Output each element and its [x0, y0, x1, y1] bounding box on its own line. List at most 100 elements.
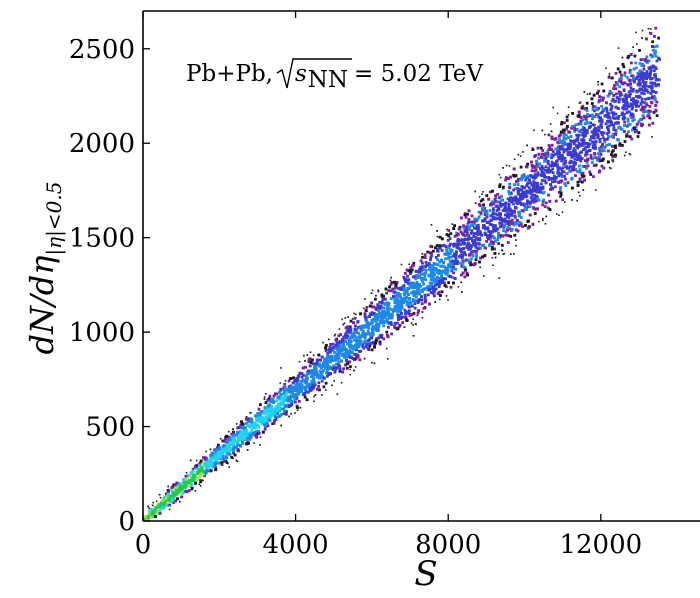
scatter-point — [527, 181, 530, 185]
scatter-point — [497, 216, 501, 220]
scatter-point — [382, 324, 386, 328]
scatter-point — [563, 156, 567, 160]
scatter-point — [509, 234, 512, 238]
scatter-point — [315, 362, 319, 365]
scatter-point — [598, 116, 602, 120]
scatter-point — [565, 172, 569, 175]
scatter-point — [235, 445, 238, 449]
scatter-point — [438, 244, 442, 248]
scatter-point — [389, 297, 393, 301]
scatter-point — [434, 287, 438, 291]
scatter-point — [386, 307, 389, 311]
scatter-point — [416, 288, 420, 291]
scatter-point — [372, 328, 375, 331]
scatter-point — [633, 127, 636, 130]
scatter-point — [443, 281, 446, 285]
scatter-point — [250, 418, 254, 421]
scatter-point — [621, 144, 624, 147]
scatter-point — [518, 220, 522, 224]
scatter-point — [623, 130, 626, 133]
scatter-point — [298, 360, 301, 363]
scatter-point — [188, 484, 192, 487]
scatter-point — [460, 250, 463, 254]
scatter-point — [632, 46, 634, 48]
scatter-point — [446, 228, 448, 231]
scatter-point — [380, 335, 383, 339]
scatter-point — [623, 71, 627, 75]
scatter-point — [550, 148, 553, 151]
scatter-point — [295, 396, 299, 400]
scatter-point — [293, 397, 297, 401]
scatter-point — [236, 431, 240, 435]
scatter-point — [242, 432, 245, 436]
scatter-point — [428, 281, 432, 285]
scatter-point — [349, 356, 352, 359]
scatter-point — [609, 108, 613, 112]
scatter-point — [333, 358, 337, 362]
scatter-point — [400, 263, 403, 266]
scatter-point — [650, 89, 654, 93]
scatter-point — [314, 369, 318, 373]
scatter-point — [491, 207, 495, 210]
scatter-point — [544, 223, 547, 225]
scatter-point — [334, 333, 337, 336]
scatter-point — [579, 119, 583, 123]
scatter-point — [393, 322, 397, 326]
scatter-point — [531, 148, 535, 151]
scatter-point — [303, 378, 306, 382]
scatter-point — [195, 477, 199, 481]
scatter-point — [299, 380, 303, 384]
scatter-point — [430, 254, 433, 258]
scatter-point — [320, 379, 324, 383]
scatter-point — [465, 271, 469, 275]
scatter-point — [338, 367, 342, 371]
scatter-point — [421, 311, 424, 313]
scatter-point — [386, 309, 389, 312]
scatter-point — [567, 136, 570, 139]
scatter-point — [164, 500, 168, 504]
scatter-point — [515, 244, 517, 247]
scatter-point — [345, 350, 348, 353]
scatter-point — [380, 295, 384, 299]
scatter-point — [322, 369, 325, 372]
scatter-point — [561, 153, 564, 157]
scatter-point — [356, 320, 359, 324]
scatter-point — [203, 474, 206, 478]
scatter-point — [406, 287, 410, 290]
scatter-point — [324, 344, 328, 347]
scatter-point — [543, 168, 547, 172]
scatter-point — [566, 181, 570, 185]
scatter-point — [370, 292, 373, 294]
scatter-point — [246, 434, 250, 438]
scatter-point — [474, 202, 477, 204]
scatter-point — [300, 383, 304, 387]
scatter-point — [466, 244, 469, 248]
scatter-point — [620, 113, 624, 116]
scatter-point — [638, 62, 642, 65]
scatter-point — [494, 194, 497, 198]
scatter-point — [487, 197, 491, 201]
scatter-point — [524, 190, 528, 194]
scatter-point — [583, 132, 587, 136]
scatter-point — [421, 280, 425, 284]
scatter-point — [456, 242, 460, 246]
scatter-point — [643, 105, 647, 109]
scatter-point — [637, 83, 641, 87]
scatter-point — [399, 315, 403, 319]
scatter-point — [440, 290, 444, 294]
scatter-point — [581, 118, 585, 122]
scatter-point — [166, 489, 168, 491]
scatter-point — [528, 213, 532, 217]
scatter-point — [649, 71, 652, 75]
scatter-point — [205, 450, 207, 453]
scatter-point — [528, 181, 532, 185]
scatter-point — [434, 301, 436, 303]
scatter-point — [463, 230, 467, 233]
scatter-point — [170, 499, 174, 503]
scatter-point — [217, 457, 221, 461]
scatter-point — [498, 252, 500, 255]
scatter-point — [521, 192, 525, 195]
scatter-point — [450, 262, 454, 266]
scatter-point — [445, 295, 448, 297]
scatter-point — [424, 269, 428, 272]
